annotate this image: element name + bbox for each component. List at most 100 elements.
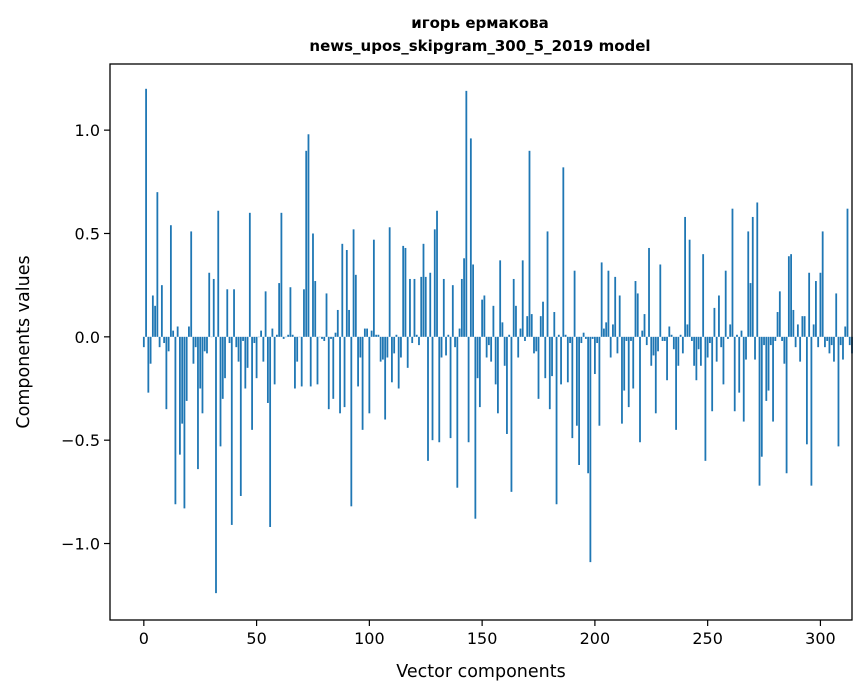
bar-component-47 — [248, 212, 251, 337]
bar-component-185 — [560, 336, 562, 385]
bar-component-42 — [237, 336, 240, 362]
bar-component-242 — [688, 239, 691, 337]
bar-component-159 — [501, 322, 504, 337]
bar-component-119 — [411, 336, 414, 344]
bar-component-38 — [228, 336, 231, 344]
bar-component-115 — [402, 245, 405, 337]
bar-component-251 — [709, 336, 711, 344]
bar-component-16 — [179, 336, 181, 455]
bar-component-284 — [783, 336, 786, 364]
bar-component-112 — [395, 334, 398, 337]
bar-component-117 — [406, 336, 409, 368]
bar-component-307 — [835, 293, 838, 337]
bar-component-236 — [675, 336, 677, 430]
bar-component-56 — [269, 336, 272, 527]
bar-component-135 — [447, 334, 450, 337]
bar-component-34 — [219, 336, 222, 447]
bar-component-178 — [544, 336, 547, 379]
bar-component-22 — [192, 336, 195, 364]
bar-component-216 — [630, 336, 632, 341]
bar-component-280 — [774, 336, 777, 341]
bar-component-255 — [718, 295, 720, 337]
bar-component-52 — [260, 330, 262, 337]
bar-component-3 — [149, 336, 152, 364]
bar-component-2 — [147, 336, 150, 393]
bar-component-299 — [817, 336, 820, 348]
bar-component-91 — [348, 309, 350, 337]
bar-component-169 — [524, 336, 526, 341]
bar-component-14 — [174, 336, 177, 505]
bar-component-308 — [837, 336, 840, 447]
bar-component-20 — [188, 326, 190, 337]
bar-component-293 — [803, 316, 806, 337]
bar-component-53 — [262, 336, 265, 362]
bar-component-64 — [287, 334, 290, 337]
bar-component-27 — [203, 336, 206, 352]
bar-component-194 — [580, 336, 583, 344]
bar-component-281 — [776, 312, 779, 337]
bar-component-45 — [244, 336, 247, 389]
bar-component-158 — [499, 260, 502, 337]
bar-component-96 — [359, 336, 362, 358]
bar-component-167 — [519, 328, 522, 337]
bar-component-41 — [235, 336, 238, 348]
bar-component-306 — [833, 336, 835, 362]
bar-component-301 — [821, 231, 824, 337]
bar-component-49 — [253, 336, 256, 344]
bar-component-276 — [765, 336, 768, 401]
bar-component-174 — [535, 336, 538, 352]
bar-component-133 — [442, 278, 445, 337]
bar-component-163 — [510, 336, 513, 492]
bar-component-313 — [848, 336, 851, 346]
bar-component-224 — [648, 247, 650, 337]
bar-component-305 — [830, 336, 833, 346]
bar-component-290 — [796, 324, 799, 337]
bar-component-237 — [677, 336, 680, 366]
bar-component-297 — [812, 324, 815, 337]
bar-component-274 — [760, 336, 763, 457]
bar-component-154 — [490, 336, 493, 362]
bar-component-122 — [418, 336, 420, 346]
bar-component-120 — [413, 278, 416, 337]
bar-component-263 — [736, 334, 738, 337]
bar-component-75 — [312, 233, 314, 337]
bar-component-183 — [555, 336, 558, 505]
bar-component-79 — [321, 336, 323, 339]
bar-component-127 — [429, 272, 432, 337]
bar-component-270 — [751, 216, 754, 337]
bar-component-7 — [158, 336, 161, 348]
bar-component-142 — [463, 258, 465, 337]
bar-component-302 — [824, 336, 826, 348]
bar-component-234 — [670, 334, 673, 337]
bar-component-304 — [828, 336, 831, 354]
y-tick-label: 0.0 — [75, 328, 100, 347]
bar-component-88 — [341, 243, 344, 337]
bar-component-13 — [172, 330, 175, 337]
bar-component-93 — [352, 229, 355, 337]
bar-component-244 — [693, 336, 696, 366]
bar-component-205 — [605, 322, 608, 337]
y-tick-label: 0.5 — [75, 224, 100, 243]
bar-component-101 — [370, 330, 373, 337]
bar-component-128 — [431, 336, 434, 441]
bar-component-67 — [294, 336, 296, 389]
bar-component-57 — [271, 328, 274, 337]
bar-component-10 — [165, 336, 168, 410]
bar-component-33 — [217, 210, 220, 337]
bar-component-164 — [512, 278, 515, 337]
bar-component-82 — [327, 336, 330, 410]
bar-component-176 — [539, 316, 542, 337]
bar-component-208 — [612, 324, 614, 337]
bar-component-260 — [729, 324, 732, 337]
bar-component-282 — [778, 291, 781, 337]
bar-component-278 — [769, 336, 772, 346]
bar-component-136 — [449, 336, 452, 439]
bar-component-186 — [562, 167, 565, 337]
bar-component-95 — [357, 336, 359, 387]
bar-component-26 — [201, 336, 204, 414]
bar-component-279 — [772, 336, 774, 422]
bar-component-256 — [720, 336, 723, 348]
bar-component-269 — [749, 283, 752, 337]
bar-component-107 — [384, 336, 387, 420]
